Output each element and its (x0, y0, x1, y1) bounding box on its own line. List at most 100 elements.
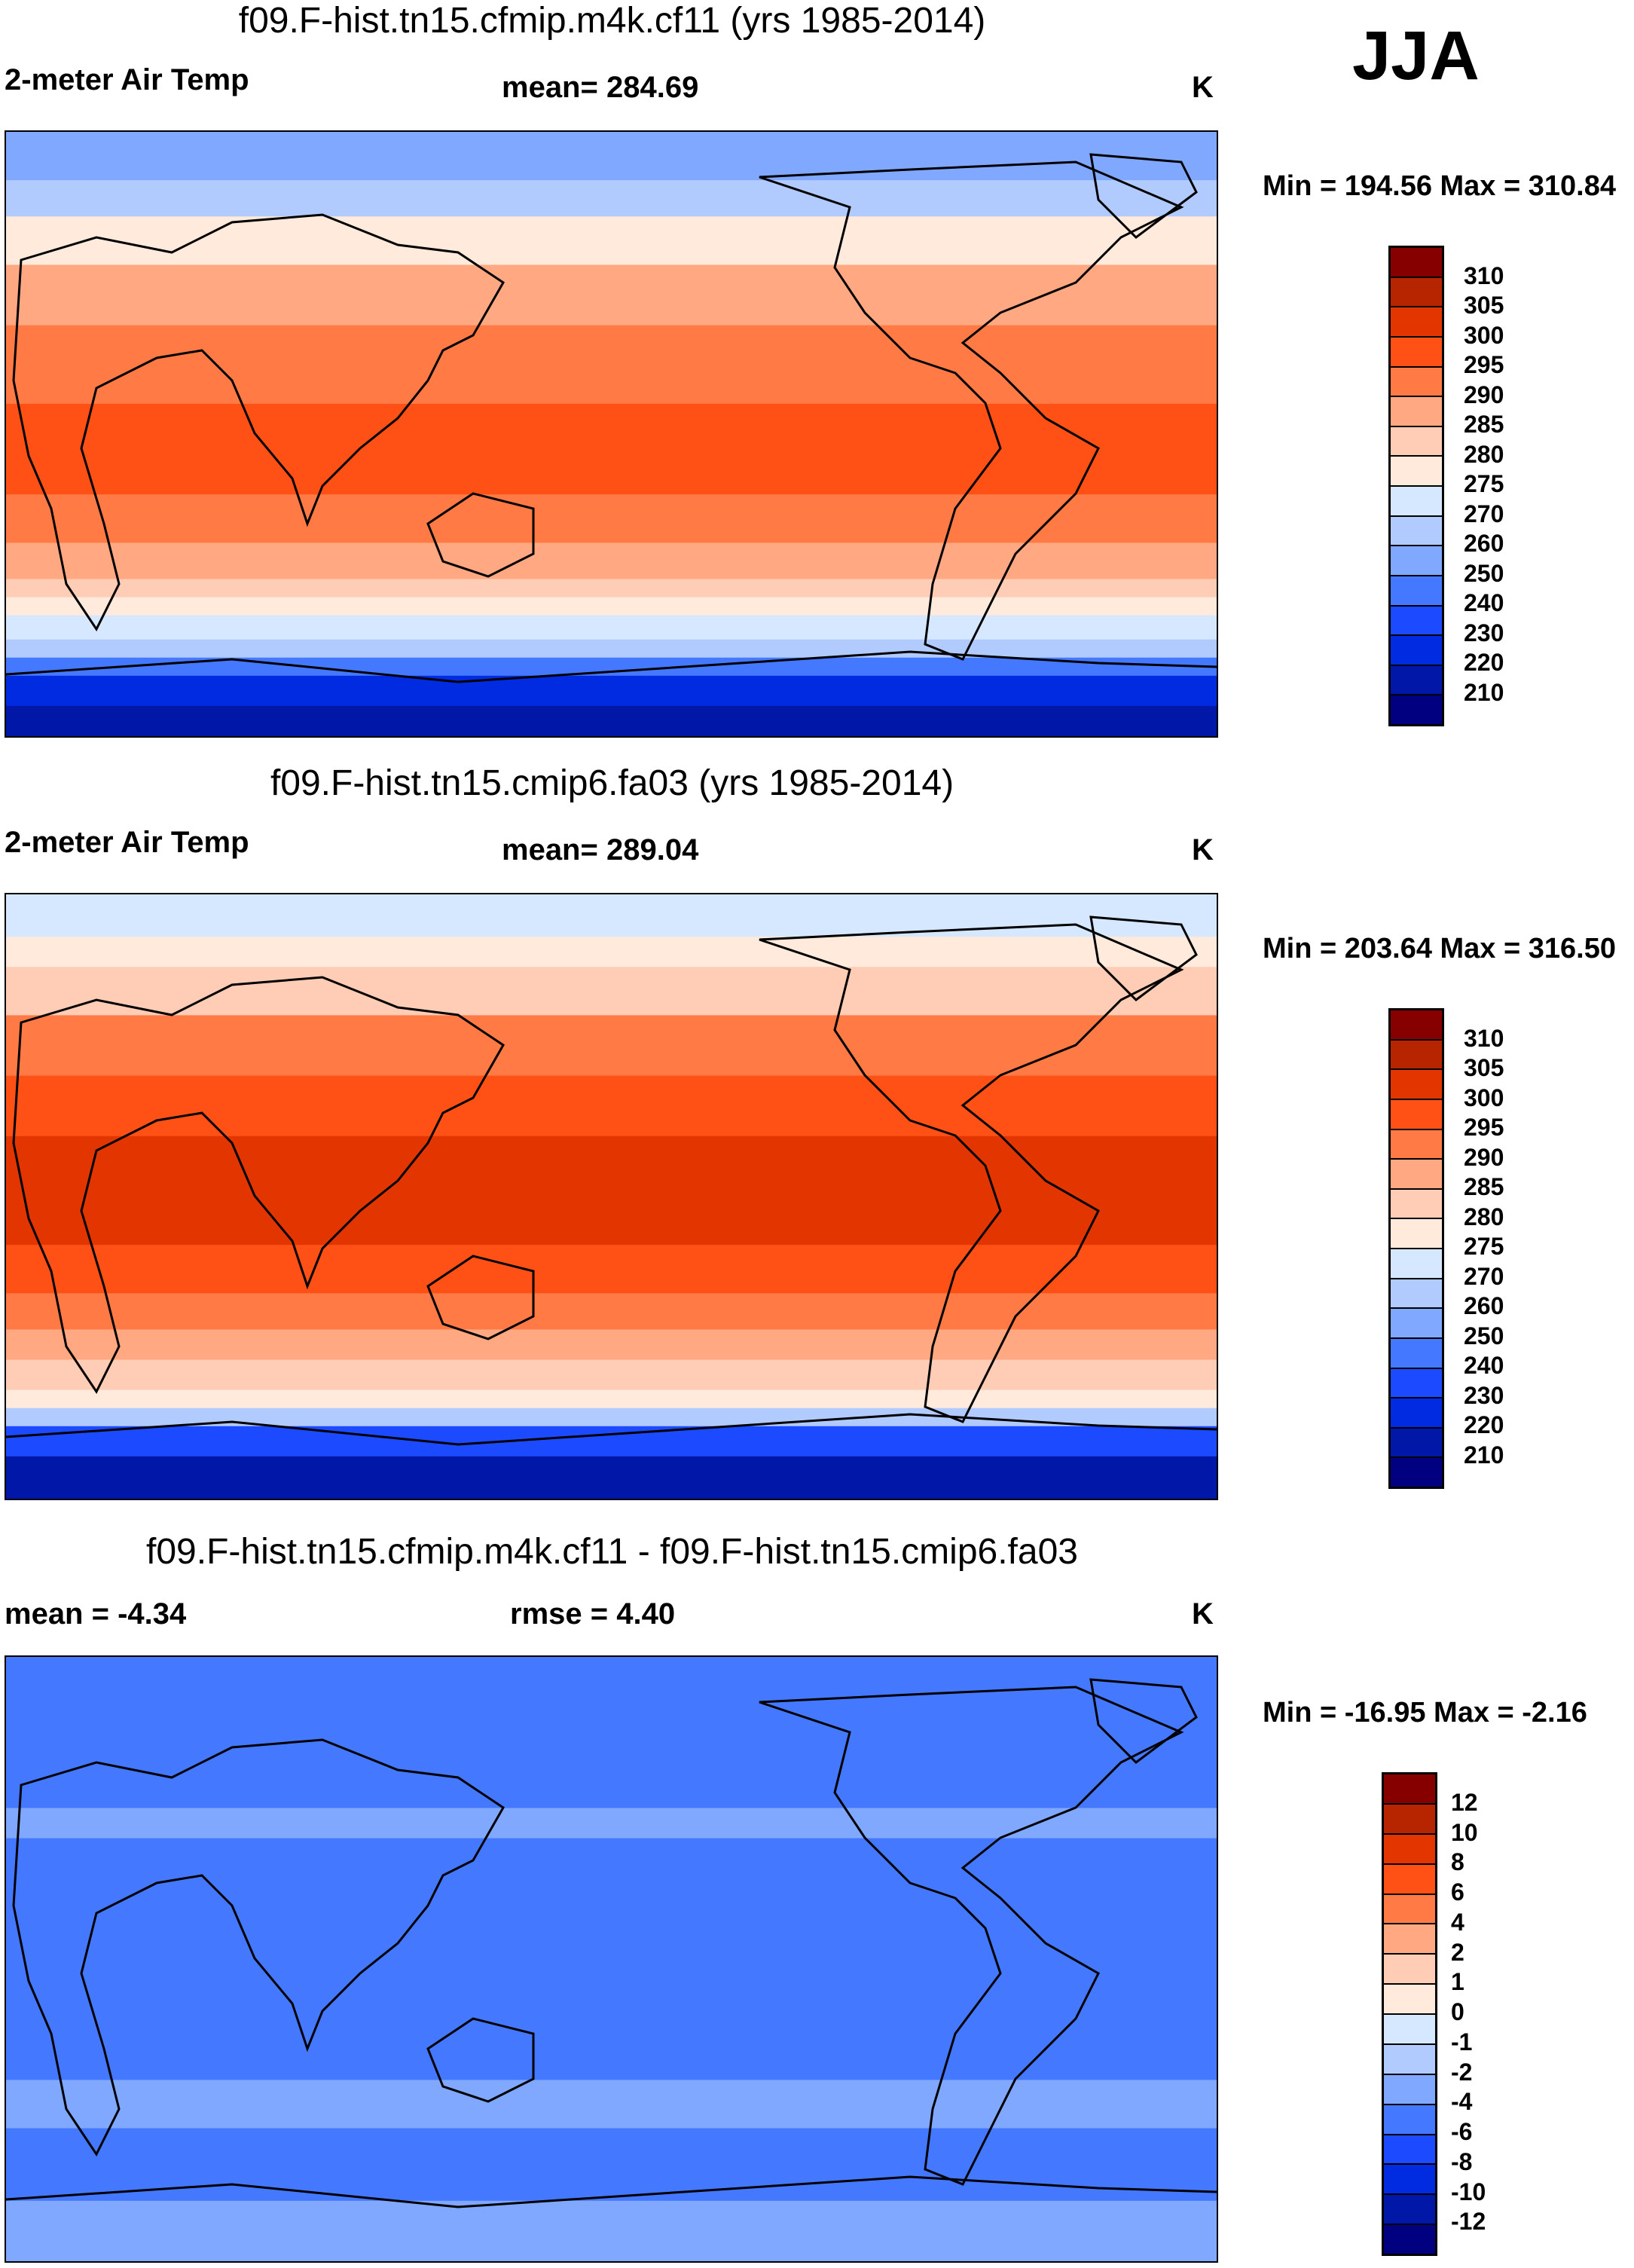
colorbar-swatch (1384, 2225, 1435, 2254)
contour-band (6, 967, 1217, 1016)
colorbar-swatch (1391, 1129, 1442, 1160)
colorbar-tick-label: 270 (1464, 1262, 1504, 1290)
coastline (6, 1413, 1217, 1446)
coastline (1089, 915, 1198, 1001)
contour-band (6, 705, 1217, 736)
contour-band (6, 937, 1217, 968)
coastline (1089, 1678, 1198, 1764)
contour-band (6, 1426, 1217, 1457)
colorbar-swatch (1391, 426, 1442, 457)
colorbar-tick-label: -12 (1451, 2208, 1486, 2236)
colorbar-swatch (1391, 1189, 1442, 1220)
contour-band (6, 403, 1217, 496)
contour-band (6, 1657, 1217, 1809)
colorbar-tick-label: 305 (1464, 1054, 1504, 1081)
colorbar-swatch (1391, 397, 1442, 427)
colorbar-tick-label: 310 (1464, 1024, 1504, 1052)
contour-band (6, 1015, 1217, 1077)
contour-band (6, 2080, 1217, 2129)
coastline (426, 2017, 535, 2103)
coastline (6, 650, 1217, 683)
contour-band (6, 1329, 1217, 1361)
panel-1-title: f09.F-hist.tn15.cfmip.m4k.cf11 (yrs 1985… (238, 1, 986, 41)
panel-1-variable: 2-meter Air Temp (5, 63, 249, 96)
contour-band (6, 180, 1217, 218)
panel-3-colorbar (1382, 1772, 1437, 2256)
colorbar-tick-label: 230 (1464, 1381, 1504, 1409)
colorbar-swatch (1391, 576, 1442, 607)
colorbar-tick-label: 280 (1464, 1203, 1504, 1230)
coastline (426, 492, 535, 578)
coastline (12, 1738, 505, 2156)
contour-band (6, 597, 1217, 616)
colorbar-tick-label: 295 (1464, 351, 1504, 378)
colorbar-swatch (1391, 1279, 1442, 1310)
colorbar-swatch (1391, 337, 1442, 368)
colorbar-swatch (1391, 1458, 1442, 1487)
colorbar-swatch (1391, 1428, 1442, 1459)
colorbar-tick-label: 220 (1464, 649, 1504, 676)
colorbar-swatch (1391, 1398, 1442, 1429)
colorbar-swatch (1384, 1804, 1435, 1835)
contour-band (6, 325, 1217, 405)
panel-2-colorbar (1388, 1008, 1444, 1489)
panel-3-units: K (1192, 1597, 1214, 1631)
panel-3-minmax: Min = -16.95 Max = -2.16 (1263, 1697, 1587, 1729)
contour-band (6, 1245, 1217, 1294)
colorbar-tick-label: 295 (1464, 1114, 1504, 1141)
contour-band (6, 579, 1217, 598)
colorbar-swatch (1384, 1864, 1435, 1895)
panel-2-variable: 2-meter Air Temp (5, 826, 249, 859)
panel-1-colorbar (1388, 246, 1444, 726)
coastline (759, 923, 1184, 1423)
season-label: JJA (1352, 17, 1480, 94)
colorbar-tick-label: 240 (1464, 589, 1504, 616)
coastline (6, 2175, 1217, 2208)
colorbar-tick-label: 290 (1464, 1143, 1504, 1171)
panel-2-mean: mean= 289.04 (502, 833, 699, 867)
colorbar-tick-label: 8 (1451, 1848, 1464, 1876)
coastline (12, 976, 505, 1394)
colorbar-swatch (1391, 1368, 1442, 1399)
colorbar-tick-label: 260 (1464, 530, 1504, 557)
contour-band (6, 657, 1217, 677)
contour-band (6, 894, 1217, 938)
colorbar-tick-label: 1 (1451, 1968, 1464, 1996)
colorbar-swatch (1384, 2044, 1435, 2075)
colorbar-swatch (1391, 367, 1442, 398)
colorbar-swatch (1384, 2195, 1435, 2226)
contour-band (6, 216, 1217, 266)
coastline (759, 160, 1184, 661)
colorbar-swatch (1391, 1099, 1442, 1130)
contour-band (6, 1808, 1217, 1839)
colorbar-tick-label: 270 (1464, 500, 1504, 527)
panel-2-map (5, 893, 1218, 1500)
colorbar-swatch (1384, 1985, 1435, 2015)
colorbar-swatch (1384, 2015, 1435, 2045)
contour-band (6, 264, 1217, 326)
colorbar-tick-label: 305 (1464, 292, 1504, 319)
colorbar-tick-label: -8 (1451, 2147, 1473, 2175)
panel-2-minmax: Min = 203.64 Max = 316.50 (1263, 933, 1616, 964)
coastline (759, 1686, 1184, 2186)
panel-1-minmax: Min = 194.56 Max = 310.84 (1263, 170, 1616, 202)
colorbar-tick-label: 4 (1451, 1908, 1464, 1936)
colorbar-swatch (1391, 546, 1442, 576)
colorbar-swatch (1391, 248, 1442, 278)
colorbar-swatch (1391, 1309, 1442, 1339)
colorbar-tick-label: 6 (1451, 1878, 1464, 1906)
contour-band (6, 1136, 1217, 1246)
panel-3-mean: mean = -4.34 (5, 1597, 187, 1631)
colorbar-swatch (1384, 1924, 1435, 1955)
colorbar-swatch (1391, 1160, 1442, 1190)
panel-3-map (5, 1655, 1218, 2263)
colorbar-swatch (1384, 2074, 1435, 2105)
colorbar-tick-label: -6 (1451, 2118, 1473, 2145)
colorbar-tick-label: 285 (1464, 411, 1504, 438)
colorbar-tick-label: 260 (1464, 1292, 1504, 1319)
colorbar-swatch (1391, 487, 1442, 517)
contour-band (6, 2200, 1217, 2261)
contour-band (6, 615, 1217, 640)
coastline (1089, 153, 1198, 239)
colorbar-swatch (1391, 516, 1442, 547)
